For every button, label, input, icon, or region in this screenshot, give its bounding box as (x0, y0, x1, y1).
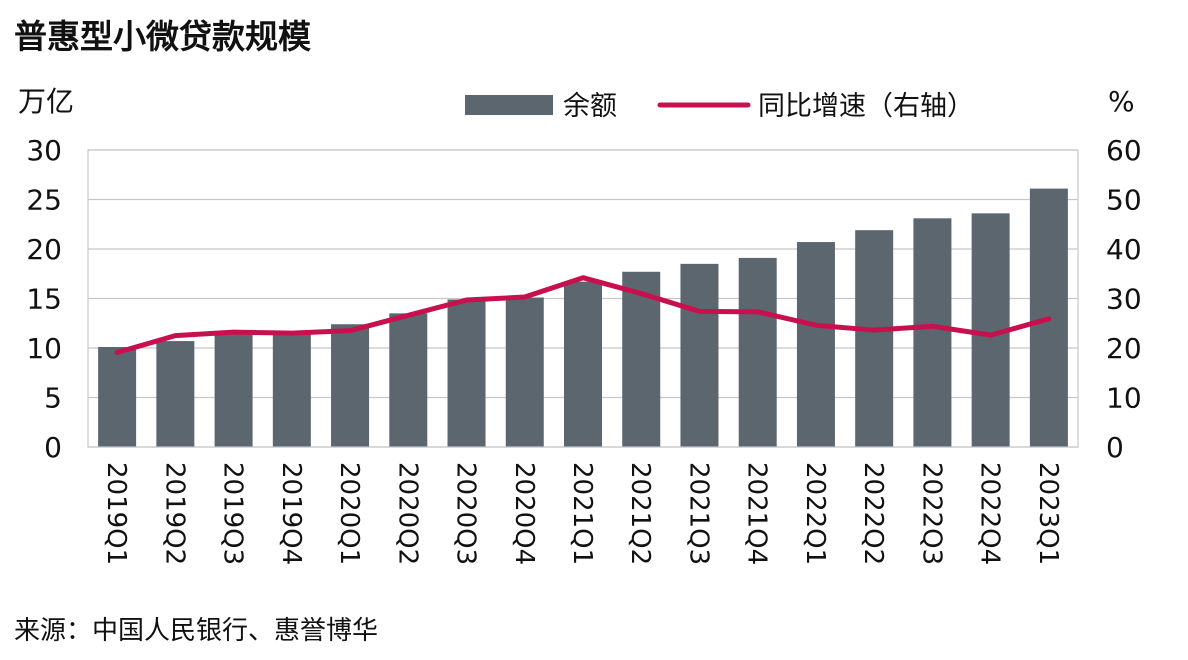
left-tick-label: 5 (44, 382, 62, 415)
x-tick-label: 2019Q1 (101, 462, 131, 565)
right-tick-label: 20 (1106, 332, 1142, 365)
right-axis-unit: % (1108, 85, 1135, 118)
left-tick-label: 0 (44, 431, 62, 464)
legend-label-line: 同比增速（右轴） (758, 91, 974, 122)
right-tick-label: 30 (1106, 283, 1142, 316)
bar (331, 324, 370, 447)
right-tick-label: 10 (1106, 382, 1142, 415)
x-tick-label: 2019Q3 (218, 462, 248, 565)
x-tick-label: 2023Q1 (1033, 462, 1063, 565)
plot-frame (87, 149, 1079, 448)
right-tick-label: 0 (1106, 431, 1124, 464)
bar (156, 341, 195, 447)
x-tick-label: 2022Q3 (916, 462, 946, 565)
bar (505, 297, 544, 447)
bar (913, 218, 952, 447)
x-tick-label: 2020Q4 (509, 462, 539, 565)
x-tick-label: 2019Q2 (159, 462, 189, 565)
left-tick-label: 10 (26, 332, 62, 365)
plot-border (87, 149, 1079, 448)
left-axis-unit: 万亿 (18, 85, 74, 118)
left-axis: 0 5 10 15 20 25 30 (26, 134, 62, 464)
bar (680, 263, 719, 447)
x-tick-label: 2022Q1 (800, 462, 830, 565)
bar-series (98, 188, 1068, 448)
legend-label-bar: 余额 (563, 91, 617, 122)
x-tick-label: 2021Q4 (742, 462, 772, 565)
right-tick-label: 40 (1106, 233, 1142, 266)
x-tick-label: 2020Q1 (334, 462, 364, 565)
right-axis: 0 10 20 30 40 50 60 (1106, 134, 1142, 464)
x-tick-label: 2022Q2 (858, 462, 888, 565)
bar (622, 271, 661, 447)
left-tick-label: 15 (26, 283, 62, 316)
chart-title: 普惠型小微贷款规模 (14, 17, 311, 56)
x-tick-label: 2020Q3 (451, 462, 481, 565)
bar (214, 332, 253, 447)
legend-swatch-bar (465, 95, 553, 115)
left-tick-label: 20 (26, 233, 62, 266)
bar (272, 332, 311, 447)
bar (389, 313, 428, 447)
x-axis: 2019Q1 2019Q2 2019Q3 2019Q4 2020Q1 2020Q2 2020… (101, 462, 1063, 565)
bar (796, 242, 835, 447)
x-tick-label: 2020Q2 (392, 462, 422, 565)
right-tick-label: 60 (1106, 134, 1142, 167)
x-tick-label: 2021Q1 (567, 462, 597, 565)
x-tick-label: 2021Q3 (683, 462, 713, 565)
x-tick-label: 2019Q4 (276, 462, 306, 565)
x-tick-label: 2021Q2 (625, 462, 655, 565)
bar (855, 230, 894, 447)
bar (738, 257, 777, 447)
line-series (114, 275, 1052, 355)
source-note: 来源：中国人民银行、惠誉博华 (14, 616, 379, 646)
x-tick-label: 2022Q4 (975, 462, 1005, 565)
bar (98, 347, 137, 447)
bar (447, 299, 486, 447)
legend: 余额 同比增速（右轴） (465, 91, 974, 122)
right-tick-label: 50 (1106, 184, 1142, 217)
left-tick-label: 30 (26, 134, 62, 167)
bar (564, 281, 602, 447)
left-tick-label: 25 (26, 184, 62, 217)
